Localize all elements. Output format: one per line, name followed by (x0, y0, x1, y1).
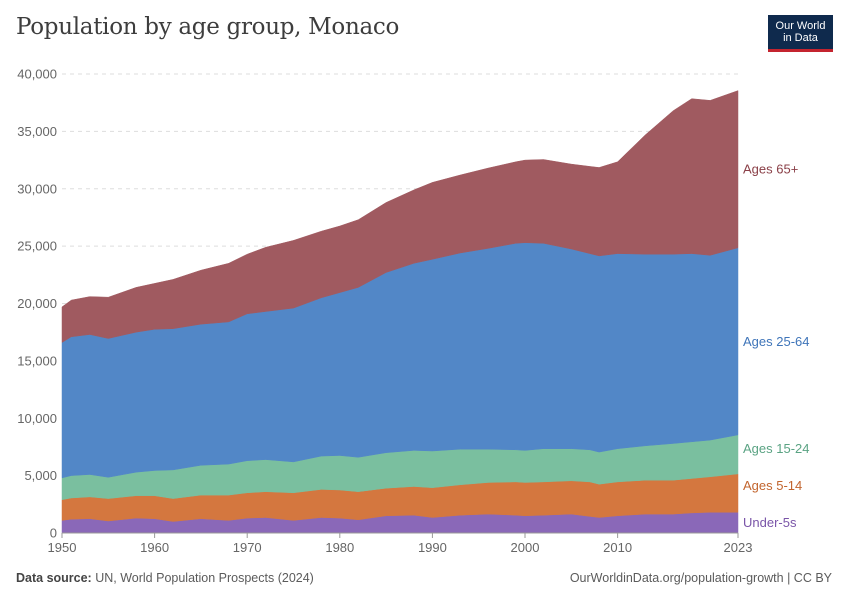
y-tick-label: 25,000 (17, 239, 57, 254)
y-tick-label: 35,000 (17, 124, 57, 139)
series-label: Ages 65+ (743, 162, 798, 177)
series-label: Ages 15-24 (743, 441, 810, 456)
owid-logo[interactable]: Our World in Data (768, 15, 833, 52)
x-tick-label: 2000 (511, 540, 540, 555)
y-tick-label: 10,000 (17, 411, 57, 426)
y-tick-label: 40,000 (17, 67, 57, 82)
series-label: Under-5s (743, 515, 797, 530)
x-tick-label: 1980 (325, 540, 354, 555)
area-ages-65-[interactable] (61, 90, 739, 343)
logo-line-1: Our World (775, 20, 826, 32)
area-ages-25-64[interactable] (61, 242, 739, 479)
series-labels: Under-5s Ages 5-14 Ages 15-24 Ages 25-64 Age… (743, 162, 810, 530)
logo-line-2: in Data (783, 32, 818, 44)
y-tick-label: 5,000 (24, 468, 57, 483)
x-tick-label: 1950 (48, 540, 77, 555)
x-tick-label: 2023 (724, 540, 753, 555)
source-url-link[interactable]: OurWorldinData.org/population-growth | C… (569, 571, 832, 585)
data-source: Data source: UN, World Population Prospe… (16, 571, 314, 585)
data-source-label: Data source: (16, 571, 92, 585)
y-tick-label: 15,000 (17, 353, 57, 368)
series-label: Ages 25-64 (743, 334, 810, 349)
x-tick-label: 1970 (233, 540, 262, 555)
y-tick-label: 30,000 (17, 181, 57, 196)
x-tick-label: 2010 (603, 540, 632, 555)
area-series (61, 90, 739, 534)
y-tick-label: 0 (50, 526, 57, 541)
axes: 0 5,000 10,000 15,000 20,000 25,000 30,000 35,0… (17, 67, 752, 556)
series-label: Ages 5-14 (743, 478, 802, 493)
y-tick-label: 20,000 (17, 296, 57, 311)
x-tick-label: 1960 (140, 540, 169, 555)
data-source-text: UN, World Population Prospects (2024) (95, 571, 314, 585)
chart-title: Population by age group, Monaco (16, 14, 400, 40)
x-tick-label: 1990 (418, 540, 447, 555)
